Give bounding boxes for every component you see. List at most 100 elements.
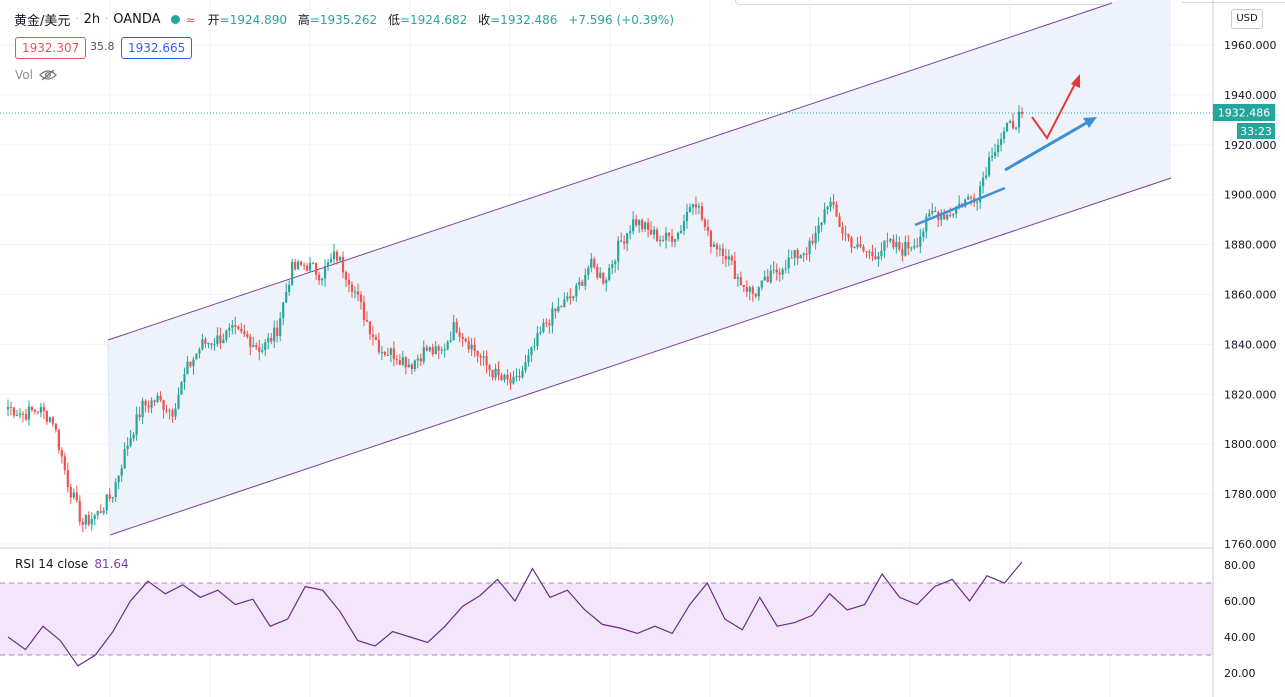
candle-body [721, 248, 724, 257]
candle-body [632, 219, 635, 232]
candle-body [790, 257, 793, 259]
candle-body [958, 203, 961, 208]
eye-hidden-icon[interactable] [39, 69, 57, 81]
candle-body [814, 233, 817, 244]
low-value: =1924.682 [399, 13, 468, 27]
candle-body [398, 360, 401, 365]
candle-body [811, 240, 814, 244]
candle-body [252, 345, 255, 348]
candle-body [593, 258, 596, 267]
candlestick-series [6, 105, 1024, 533]
candle-body [841, 226, 844, 234]
volume-indicator[interactable]: Vol [15, 68, 57, 82]
candle-body [877, 256, 880, 260]
candle-body [808, 240, 811, 255]
rsi-legend[interactable]: RSI 14 close 81.64 [15, 557, 129, 571]
candle-body [999, 138, 1003, 145]
market-open-icon [170, 15, 180, 24]
ohlc-values: 开=1924.890 高=1935.262 低=1924.682 收=1932.… [207, 13, 675, 27]
candle-body [30, 406, 34, 410]
candle-body [147, 405, 150, 408]
candle-body [799, 255, 802, 259]
candle-body [452, 322, 455, 341]
candle-body [455, 322, 458, 333]
candle-body [584, 275, 587, 286]
candle-body [641, 220, 644, 230]
red-arrow-head [1071, 74, 1080, 88]
candle-body [784, 268, 787, 270]
candle-body [350, 284, 354, 292]
candle-body [712, 244, 716, 247]
candle-body [898, 242, 901, 250]
candle-body [527, 355, 530, 363]
candle-body [802, 253, 805, 256]
candle-body [210, 343, 213, 345]
candle-body [856, 244, 859, 248]
candle-body [156, 395, 159, 403]
candle-body [832, 201, 835, 205]
candle-body [796, 250, 799, 259]
candle-body [84, 515, 87, 525]
candle-body [605, 279, 608, 284]
candle-body [413, 360, 416, 370]
candle-body [560, 306, 563, 308]
currency-button[interactable]: USD [1231, 9, 1263, 29]
candle-body [18, 413, 22, 416]
candle-body [195, 353, 198, 360]
price-axis-tick: 1960.000 [1224, 39, 1277, 52]
candle-body [198, 349, 201, 354]
candle-body [530, 347, 533, 356]
candle-body [488, 365, 491, 370]
candle-body [314, 263, 318, 275]
candle-body [377, 339, 381, 353]
sell-price-button[interactable]: 1932.307 [15, 37, 87, 59]
buy-price-button[interactable]: 1932.665 [121, 37, 193, 59]
candle-body [267, 337, 270, 343]
candle-body [871, 251, 874, 257]
candle-body [925, 216, 928, 232]
candle-body [715, 244, 719, 250]
candle-body [676, 232, 680, 240]
candle-body [919, 236, 922, 247]
candle-body [270, 337, 273, 342]
candle-body [647, 222, 650, 230]
candle-body [335, 251, 339, 261]
symbol-name[interactable]: 黄金/美元 [14, 14, 71, 29]
candle-body [868, 251, 871, 253]
candle-body [311, 262, 315, 264]
candle-body [105, 494, 108, 511]
price-axis-tick: 1940.000 [1224, 89, 1277, 102]
candle-body [990, 156, 994, 158]
candle-body [374, 336, 378, 340]
candle-body [697, 206, 701, 208]
candle-body [446, 341, 449, 350]
candle-body [500, 375, 503, 380]
candle-body [371, 334, 375, 337]
price-axis-tick: 1800.000 [1224, 438, 1277, 451]
candle-body [288, 284, 291, 292]
candle-body [183, 374, 186, 383]
candle-body [491, 369, 494, 378]
candle-body [165, 410, 168, 412]
candle-body [33, 409, 37, 412]
candle-body [126, 445, 129, 449]
candle-body [404, 357, 407, 368]
broker: OANDA [113, 12, 161, 27]
candle-body [482, 356, 485, 358]
candle-body [781, 269, 784, 275]
candle-body [1014, 127, 1018, 129]
interval[interactable]: 2h [83, 12, 101, 27]
candle-body [661, 239, 665, 241]
candle-body [362, 301, 366, 320]
candle-body [551, 308, 554, 326]
candle-body [464, 338, 467, 342]
candle-body [407, 364, 410, 368]
blue-arrow-annotation [914, 117, 1097, 227]
candle-body [979, 186, 982, 203]
candle-body [679, 230, 683, 233]
candle-body [276, 327, 279, 336]
candle-body [120, 468, 123, 476]
candle-body [75, 492, 78, 501]
candle-body [614, 261, 617, 265]
